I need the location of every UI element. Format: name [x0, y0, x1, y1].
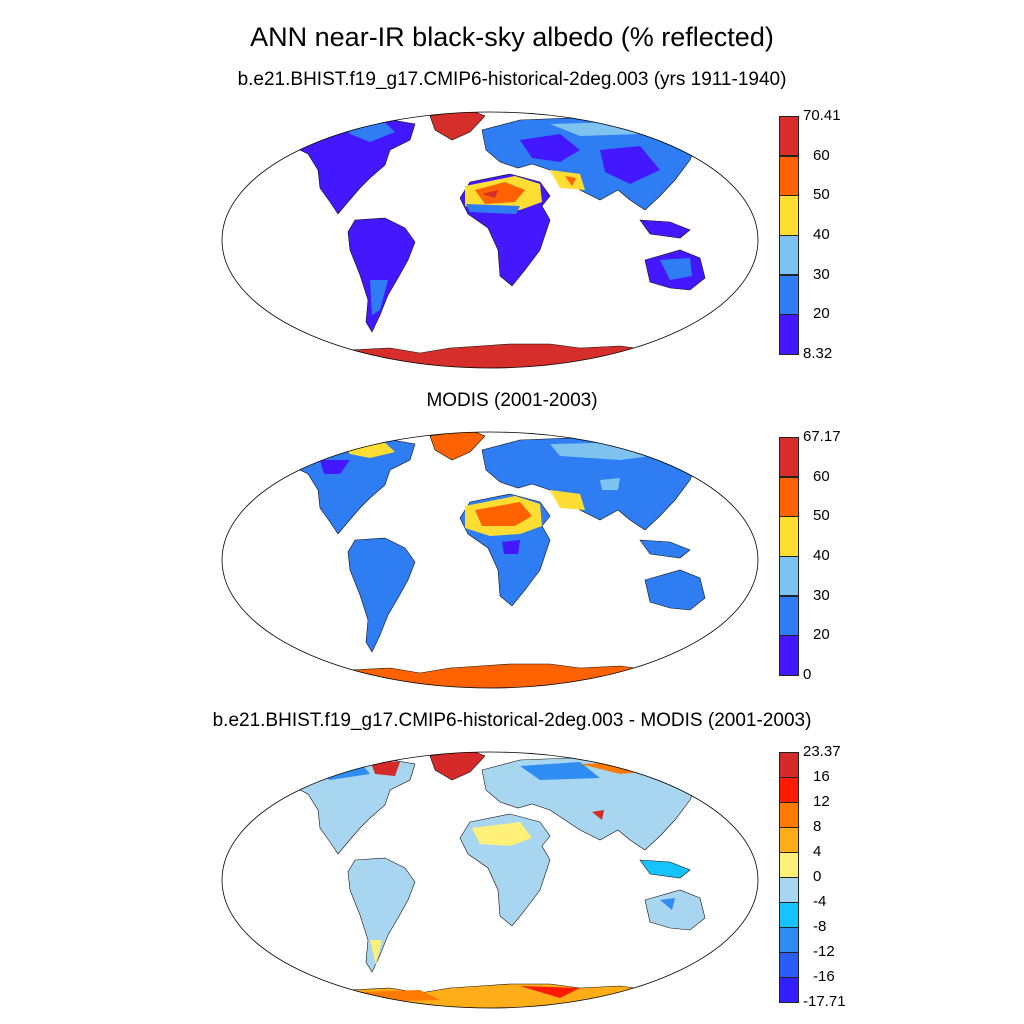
colorbar-swatch [779, 852, 799, 878]
colorbar-label: 50 [813, 186, 830, 204]
panel-2-africa [459, 493, 551, 607]
panel-2-colorbar: 67.17 60 50 40 30 20 0 [779, 429, 841, 683]
panel-1-map [221, 111, 759, 369]
colorbar-label: 60 [813, 146, 830, 164]
panel-2-subtitle: MODIS (2001-2003) [426, 390, 598, 411]
panel-3-map [221, 751, 759, 1009]
colorbar-label: 0 [813, 868, 822, 885]
colorbar-swatch [779, 155, 799, 196]
colorbar-swatch [779, 877, 799, 903]
colorbar-label: 40 [813, 226, 830, 243]
panel-1-southeast-asia [639, 219, 691, 239]
colorbar-label: 70.41 [803, 107, 841, 124]
panel-2-south-america [347, 537, 416, 653]
colorbar-swatch [779, 752, 799, 778]
panel-3-africa [459, 813, 551, 927]
panel-2-antarctica [309, 663, 681, 688]
figure-title: ANN near-IR black-sky albedo (% reflecte… [250, 22, 774, 52]
panel-2-greenland [429, 432, 486, 461]
colorbar-swatch [779, 437, 799, 478]
panel-1-colorbar: 70.41 60 50 40 30 20 8.32 [779, 108, 841, 362]
colorbar-swatch [779, 777, 799, 803]
panel-1-australia [644, 249, 706, 291]
colorbar-swatch [779, 235, 799, 276]
panel-3-colorbar: 23.37 16 12 8 4 0 -4 -8 -12 -16 -17.71 [779, 744, 846, 1010]
colorbar-label: 20 [813, 305, 830, 323]
panel-2-map-boundary [221, 431, 759, 689]
colorbar-label: 0 [803, 666, 812, 683]
colorbar-label: 60 [813, 467, 830, 485]
colorbar-swatch [779, 116, 799, 157]
colorbar-swatch [779, 927, 799, 953]
colorbar-label: 23.37 [803, 743, 841, 760]
panel-2-southeast-asia [639, 539, 691, 559]
colorbar-label: 16 [813, 768, 830, 785]
colorbar-label: -12 [813, 943, 835, 960]
panel-1-africa [459, 173, 551, 287]
panel-3-greenland [429, 752, 486, 781]
panel-1-land [280, 112, 706, 368]
colorbar-label: 8.32 [803, 345, 833, 362]
panel-3-land [289, 752, 706, 1008]
panel-2-map [221, 431, 759, 689]
colorbar-swatch [779, 595, 799, 636]
panel-1-north-america [280, 117, 416, 215]
colorbar-label: 30 [813, 265, 830, 283]
panel-1-map-boundary [221, 111, 759, 369]
colorbar-label: 20 [813, 626, 830, 644]
panel-2-australia [644, 569, 706, 611]
panel-2-land [289, 432, 706, 688]
colorbar-label: 50 [813, 507, 830, 525]
colorbar-swatch [779, 635, 799, 676]
panel-3-antarctica [309, 983, 681, 1008]
colorbar-label: -16 [813, 968, 835, 985]
colorbar-swatch [779, 274, 799, 315]
colorbar-swatch [779, 977, 799, 1003]
colorbar-label: -4 [813, 893, 827, 910]
panel-2-eurasia [481, 437, 701, 531]
colorbar-swatch [779, 556, 799, 597]
colorbar-swatch [779, 827, 799, 853]
panel-1-subtitle: b.e21.BHIST.f19_g17.CMIP6-historical-2de… [237, 69, 787, 90]
colorbar-swatch [779, 952, 799, 978]
colorbar-swatch [779, 902, 799, 928]
panel-3-map-boundary [221, 751, 759, 1009]
colorbar-swatch [779, 314, 799, 355]
panel-3-subtitle: b.e21.BHIST.f19_g17.CMIP6-historical-2de… [212, 710, 812, 731]
colorbar-swatch [779, 476, 799, 517]
panel-1-eurasia [481, 117, 701, 211]
panel-3-south-america [347, 857, 416, 973]
panel-2-north-america [289, 437, 416, 535]
colorbar-label: 8 [813, 818, 822, 835]
panel-3-southeast-asia [639, 859, 691, 879]
colorbar-label: 12 [813, 793, 830, 810]
panel-1-south-america [347, 217, 416, 333]
colorbar-label: -8 [813, 918, 827, 935]
colorbar-label: 30 [813, 586, 830, 604]
colorbar-label: 67.17 [803, 428, 841, 445]
panel-3-australia [644, 889, 706, 931]
colorbar-swatch [779, 195, 799, 236]
colorbar-label: 4 [813, 843, 822, 860]
colorbar-swatch [779, 802, 799, 828]
panel-3-north-america [289, 757, 416, 855]
panel-1-antarctica [309, 343, 681, 368]
colorbar-label: -17.71 [803, 993, 846, 1010]
colorbar-label: 40 [813, 547, 830, 564]
colorbar-swatch [779, 516, 799, 557]
panel-1-greenland [429, 112, 486, 141]
